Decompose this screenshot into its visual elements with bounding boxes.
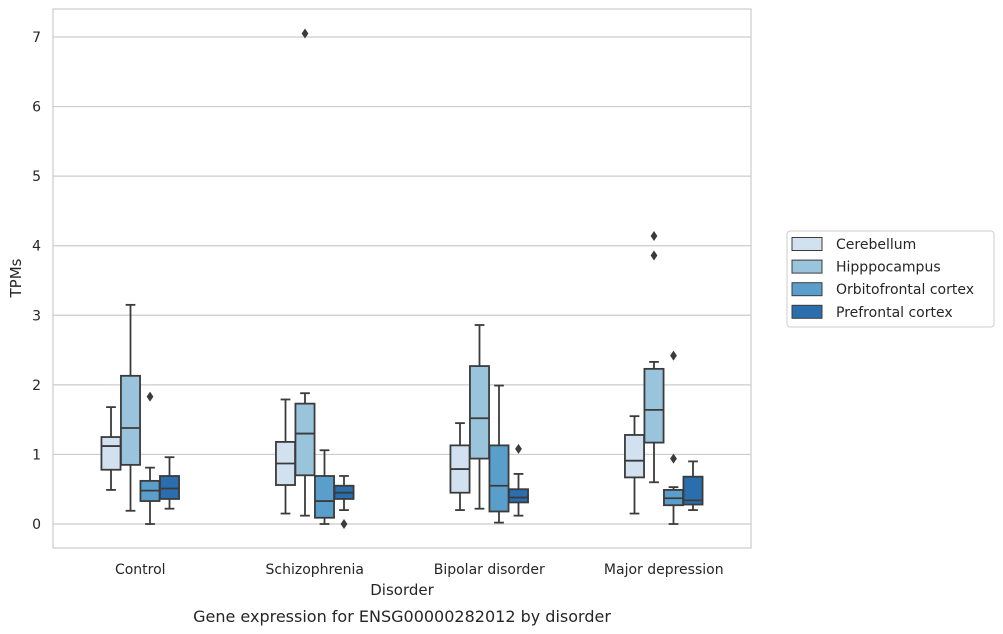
box-3-3: [682, 460, 704, 511]
legend-label: Orbitofrontal cortex: [836, 282, 974, 298]
iqr-box: [100, 436, 122, 471]
iqr-box: [314, 475, 335, 519]
box-2-0: [139, 391, 161, 525]
box-2-1: [314, 449, 335, 525]
legend-swatch: [791, 259, 823, 274]
box-1-2: [469, 324, 490, 510]
legend-swatch: [791, 304, 823, 319]
outlier-point: [650, 230, 658, 241]
y-tick-label: 7: [32, 30, 41, 46]
outlier-point: [650, 250, 658, 261]
box-0-1: [275, 398, 296, 515]
x-tick-label: Major depression: [604, 562, 724, 578]
legend-label: Cerebellum: [836, 237, 916, 253]
chart-caption: Gene expression for ENSG00000282012 by d…: [193, 607, 611, 626]
outlier-point: [146, 391, 154, 402]
box-0-3: [624, 415, 645, 515]
iqr-box: [120, 374, 141, 466]
box-3-2: [508, 443, 529, 517]
boxes: [100, 28, 704, 529]
x-tick-label: Control: [115, 562, 166, 578]
x-tick-label: Bipolar disorder: [434, 562, 545, 578]
box-0-2: [449, 422, 471, 511]
iqr-box: [682, 475, 704, 506]
iqr-box: [508, 488, 529, 504]
x-tick-label: Schizophrenia: [266, 562, 364, 578]
legend-label: Prefrontal cortex: [836, 305, 953, 321]
legend-items: Cerebellum Hipppocampus Orbitofrontal cort…: [791, 237, 974, 321]
iqr-box: [488, 444, 510, 513]
iqr-box: [643, 367, 665, 444]
outlier-point: [515, 443, 522, 454]
gridlines: [53, 36, 751, 525]
box-2-3: [663, 350, 684, 525]
iqr-box: [469, 365, 490, 460]
box-1-1: [294, 28, 316, 517]
y-tick-label: 2: [32, 378, 41, 394]
box-3-1: [333, 475, 355, 529]
box-2-2: [488, 384, 510, 524]
y-tick-label: 0: [32, 517, 41, 533]
legend-frame: [786, 230, 995, 328]
y-axis-label: TPMs: [7, 258, 25, 298]
outlier-point: [670, 350, 677, 361]
y-tick-label: 4: [32, 239, 41, 255]
legend: Cerebellum Hipppocampus Orbitofrontal cort…: [786, 230, 995, 328]
outlier-point: [340, 519, 348, 529]
y-tick-label: 6: [32, 100, 41, 116]
box-0-0: [100, 406, 122, 491]
y-tick-label: 5: [32, 169, 41, 185]
x-axis-ticks: Control Schizophrenia Bipolar disorder Majo…: [115, 562, 724, 578]
iqr-box: [294, 402, 316, 477]
outlier-point: [670, 453, 677, 464]
box-1-0: [120, 303, 141, 512]
legend-label: Hipppocampus: [836, 260, 941, 276]
outlier-point: [301, 28, 309, 39]
plot-area-frame: [52, 8, 752, 549]
box-1-3: [643, 230, 665, 484]
y-tick-label: 3: [32, 308, 41, 324]
x-axis-label: Disorder: [370, 581, 434, 599]
box-3-0: [159, 456, 180, 510]
legend-swatch: [791, 282, 823, 297]
legend-swatch: [791, 237, 823, 251]
y-tick-label: 1: [32, 447, 41, 463]
iqr-box: [159, 475, 180, 500]
y-axis-ticks: 0 1 2 3 4 5 6 7: [32, 30, 41, 533]
iqr-box: [624, 434, 645, 479]
